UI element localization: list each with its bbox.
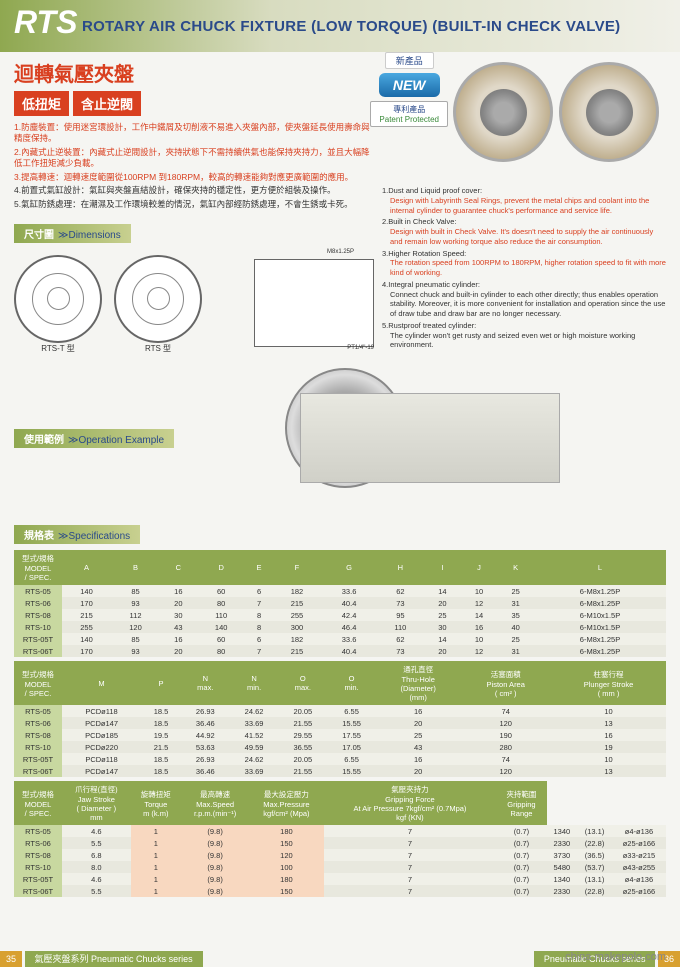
table-row: RTS-05T140851660618233.6621410256-M8x1.2… bbox=[14, 633, 666, 645]
table-row: RTS-05TPCDø11818.526.9324.6220.056.55167… bbox=[14, 753, 666, 765]
table-row: RTS-05140851660618233.6621410256-M8x1.25… bbox=[14, 585, 666, 597]
table-row: RTS-10PCDø22021.553.6349.5936.5517.05432… bbox=[14, 741, 666, 753]
feature-item: 5.氣缸防銹處理：在潮濕及工作環境較差的情況，氣缸內部經防銹處理，不會生銹或卡死… bbox=[14, 199, 374, 210]
table-row: RTS-054.61(9.8)1807(0.7)1340(13.1)ø4-ø13… bbox=[14, 825, 666, 837]
feature-item: 5.Rustproof treated cylinder:The cylinde… bbox=[382, 321, 666, 350]
section-op-example: 使用範例≫Operation Example bbox=[14, 429, 174, 448]
section-dimensions: 尺寸圖≫Dimensions bbox=[14, 224, 131, 243]
table-row: RTS-06TPCDø14718.536.4633.6921.5515.5520… bbox=[14, 765, 666, 777]
page-number-left: 35 bbox=[0, 951, 22, 967]
page-title: ROTARY AIR CHUCK FIXTURE (LOW TORQUE) (B… bbox=[82, 18, 621, 35]
table-row: RTS-08PCDø18519.544.9241.5229.5517.55251… bbox=[14, 729, 666, 741]
footer-text-left: 氣壓夾盤系列 Pneumatic Chucks series bbox=[25, 951, 203, 967]
feature-item: 4.Integral pneumatic cylinder:Connect ch… bbox=[382, 280, 666, 319]
feature-item: 4.前置式氣缸設計：氣缸與夾盤直結設計，確保夾持的穩定性，更方便於組裝及操作。 bbox=[14, 185, 374, 196]
table-row: RTS-06T5.51(9.8)1507(0.7)2330(22.8)ø25-ø… bbox=[14, 885, 666, 897]
table-row: RTS-05T4.61(9.8)1807(0.7)1340(13.1)ø4-ø1… bbox=[14, 873, 666, 885]
table-row: RTS-06PCDø14718.536.4633.6921.5515.55201… bbox=[14, 717, 666, 729]
spec-table-2: 型式/規格MODEL/ SPEC.MPNmax.Nmin.Omax.Omin.通… bbox=[14, 661, 666, 777]
feature-item: 3.Higher Rotation Speed:The rotation spe… bbox=[382, 249, 666, 278]
feature-item: 1.Dust and Liquid proof cover:Design wit… bbox=[382, 186, 666, 215]
diagram-front-view bbox=[14, 255, 102, 343]
table-row: RTS-0821511230110825542.4952514356-M10x1… bbox=[14, 609, 666, 621]
feature-item: 1.防塵裝置：使用迷宮環設計，工作中鐵屑及切削液不易進入夾盤內部，使夾盤延長使用… bbox=[14, 122, 374, 145]
spec-table-1: 型式/規格MODEL/ SPEC.ABCDEFGHIJKLRTS-0514085… bbox=[14, 550, 666, 657]
product-image bbox=[446, 52, 666, 172]
subtitle-badges: 低扭矩 含止逆閥 bbox=[14, 91, 374, 116]
chuck-icon bbox=[559, 62, 659, 162]
badge-check-valve: 含止逆閥 bbox=[73, 91, 141, 116]
feature-list-ch: 1.防塵裝置：使用迷宮環設計，工作中鐵屑及切削液不易進入夾盤內部，使夾盤延長使用… bbox=[14, 122, 374, 210]
feature-item: 2.Built in Check Valve:Design with built… bbox=[382, 217, 666, 246]
spec-table-3: 型式/規格MODEL/ SPEC.爪行程(直徑)Jaw Stroke( Diam… bbox=[14, 781, 666, 897]
table-row: RTS-06T170932080721540.4732012316-M8x1.2… bbox=[14, 645, 666, 657]
chuck-icon bbox=[453, 62, 553, 162]
main-title-ch: 迴轉氣壓夾盤 bbox=[14, 58, 374, 87]
feature-item: 2.內藏式止逆裝置：內藏式止逆閥設計，夾持狀態下不需持續供氣也能保持夾持力，並且… bbox=[14, 147, 374, 170]
rts-logo: RTS bbox=[14, 4, 77, 41]
patent-badge: 專利產品 Patent Protected bbox=[370, 101, 448, 127]
diagram-side-view bbox=[254, 259, 374, 347]
feature-list-en: 1.Dust and Liquid proof cover:Design wit… bbox=[382, 186, 666, 350]
badge-low-torque: 低扭矩 bbox=[14, 91, 69, 116]
new-badge-ch: 新產品 bbox=[385, 52, 434, 69]
dimensions-diagram: RTS-T 型 RTS 型 M8x1.25P PT1/4"-19 bbox=[14, 249, 374, 359]
table-row: RTS-05PCDø11818.526.9324.6220.056.551674… bbox=[14, 705, 666, 717]
header-bar: RTS ROTARY AIR CHUCK FIXTURE (LOW TORQUE… bbox=[0, 0, 680, 52]
table-row: RTS-108.01(9.8)1007(0.7)5480(53.7)ø43-ø2… bbox=[14, 861, 666, 873]
diagram-front-view bbox=[114, 255, 202, 343]
operation-example-image bbox=[275, 363, 585, 513]
table-row: RTS-086.81(9.8)1207(0.7)3730(36.5)ø33-ø2… bbox=[14, 849, 666, 861]
table-row: RTS-065.51(9.8)1507(0.7)2330(22.8)ø25-ø1… bbox=[14, 837, 666, 849]
feature-item: 3.提高轉速：迴轉速度範圍從100RPM 到180RPM，較高的轉速能夠對應更廣… bbox=[14, 172, 374, 183]
watermark: china.makepolo.com bbox=[565, 951, 666, 963]
section-specs: 規格表≫Specifications bbox=[14, 525, 140, 544]
table-row: RTS-1025512043140830046.41103016406-M10x… bbox=[14, 621, 666, 633]
new-badge-en: NEW bbox=[379, 73, 440, 97]
table-row: RTS-06170932080721540.4732012316-M8x1.25… bbox=[14, 597, 666, 609]
new-badge-group: 新產品 NEW 專利產品 Patent Protected bbox=[370, 52, 448, 127]
